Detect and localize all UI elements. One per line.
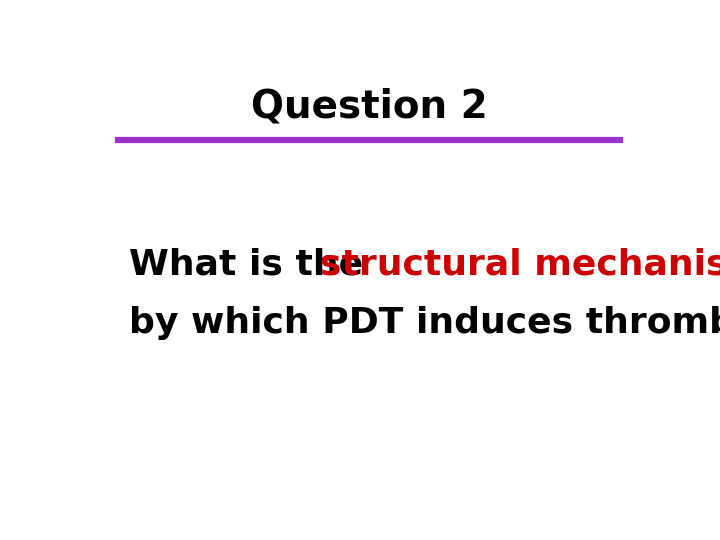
Text: What is the: What is the (129, 247, 376, 281)
Text: by which PDT induces thrombosis?: by which PDT induces thrombosis? (129, 306, 720, 340)
Text: Question 2: Question 2 (251, 87, 487, 125)
Text: structural mechanism: structural mechanism (320, 247, 720, 281)
